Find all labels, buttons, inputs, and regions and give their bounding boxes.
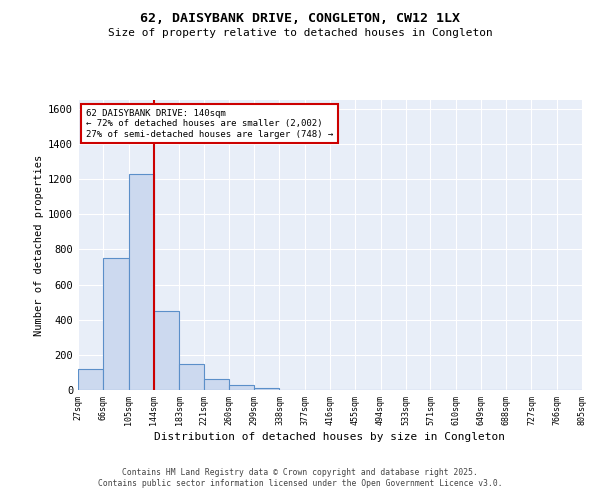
Bar	[78, 369, 103, 390]
Text: Contains HM Land Registry data © Crown copyright and database right 2025.
Contai: Contains HM Land Registry data © Crown c…	[98, 468, 502, 487]
Bar	[254, 388, 280, 390]
Y-axis label: Number of detached properties: Number of detached properties	[34, 154, 44, 336]
Text: 62, DAISYBANK DRIVE, CONGLETON, CW12 1LX: 62, DAISYBANK DRIVE, CONGLETON, CW12 1LX	[140, 12, 460, 26]
Text: Size of property relative to detached houses in Congleton: Size of property relative to detached ho…	[107, 28, 493, 38]
Bar	[103, 258, 128, 390]
X-axis label: Distribution of detached houses by size in Congleton: Distribution of detached houses by size …	[155, 432, 505, 442]
Text: 62 DAISYBANK DRIVE: 140sqm
← 72% of detached houses are smaller (2,002)
27% of s: 62 DAISYBANK DRIVE: 140sqm ← 72% of deta…	[86, 108, 333, 138]
Bar	[229, 384, 254, 390]
Bar	[128, 174, 154, 390]
Bar	[203, 380, 229, 390]
Bar	[154, 311, 179, 390]
Bar	[179, 364, 203, 390]
